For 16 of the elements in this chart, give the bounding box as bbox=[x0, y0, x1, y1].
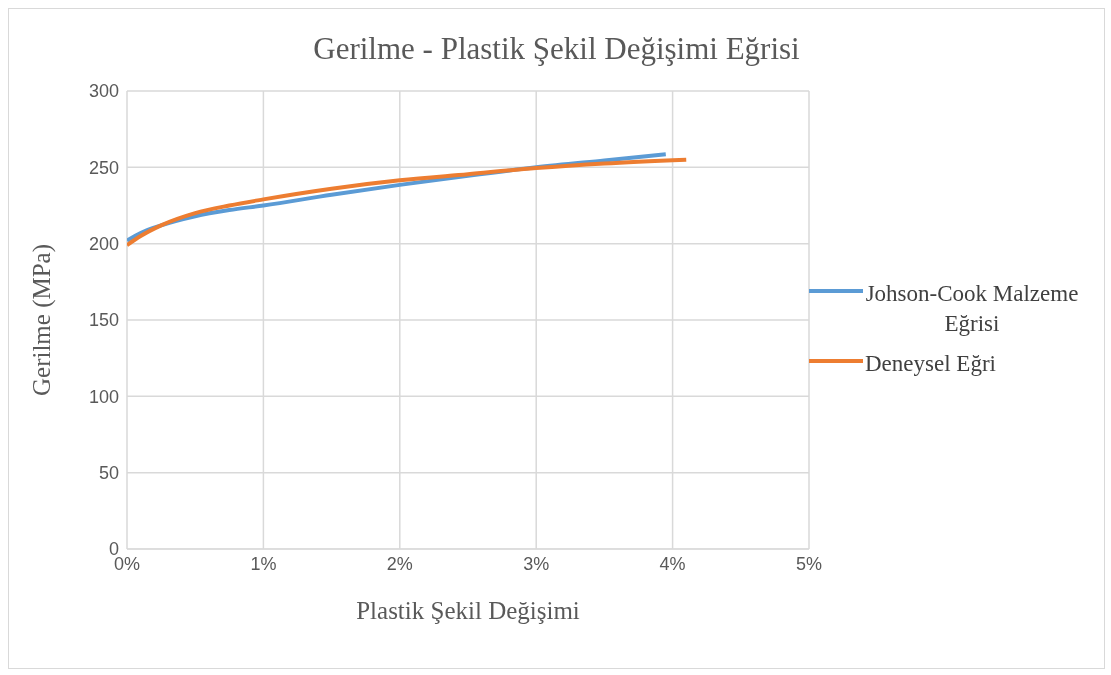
y-tick-label: 200 bbox=[88, 234, 119, 255]
y-tick-label: 150 bbox=[88, 310, 119, 331]
legend-label: Johson-Cook Malzeme Eğrisi bbox=[865, 280, 1079, 338]
y-tick-label: 50 bbox=[98, 463, 119, 484]
y-tick-label: 100 bbox=[88, 386, 119, 407]
chart-title: Gerilme - Plastik Şekil Değişimi Eğrisi bbox=[312, 31, 801, 67]
x-tick-label: 5% bbox=[795, 553, 823, 574]
x-tick-label: 4% bbox=[659, 553, 686, 574]
y-tick-label: 250 bbox=[88, 157, 119, 178]
x-axis-title: Plastik Şekil Değişimi bbox=[356, 597, 580, 624]
x-tick-label: 3% bbox=[523, 553, 550, 574]
x-tick-label: 2% bbox=[386, 553, 413, 574]
legend-label: Deneysel Eğri bbox=[865, 350, 996, 378]
x-tick-label: 1% bbox=[250, 553, 277, 574]
y-axis-title: Gerilme (MPa) bbox=[27, 243, 56, 397]
y-tick-label: 300 bbox=[88, 81, 119, 102]
